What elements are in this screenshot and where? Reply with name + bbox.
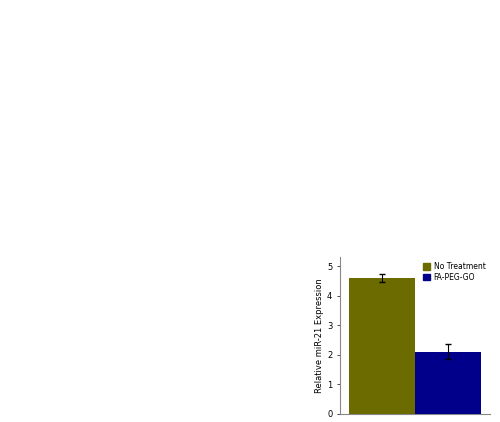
Bar (415, 352, 481, 414)
Legend: No Treatment, FA-PEG-GO: No Treatment, FA-PEG-GO (422, 261, 486, 283)
Bar (349, 278, 415, 414)
Y-axis label: Relative miR-21 Expression: Relative miR-21 Expression (315, 278, 324, 393)
